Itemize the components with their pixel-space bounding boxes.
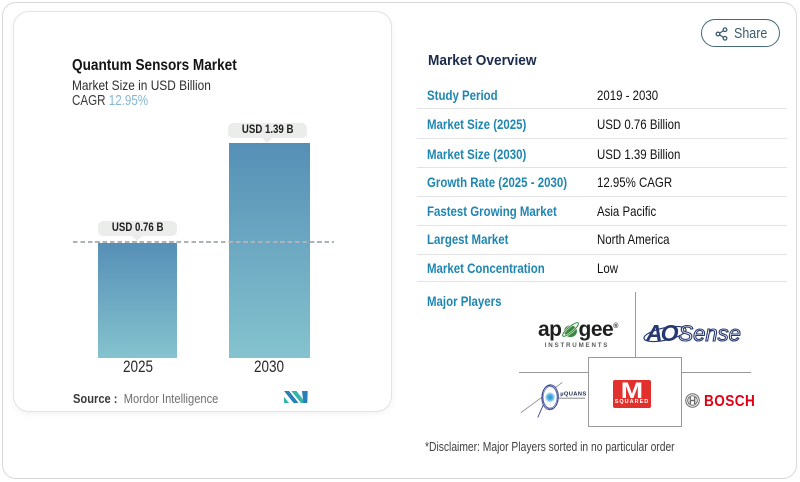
svg-text:µQUANS: µQUANS (560, 392, 586, 398)
